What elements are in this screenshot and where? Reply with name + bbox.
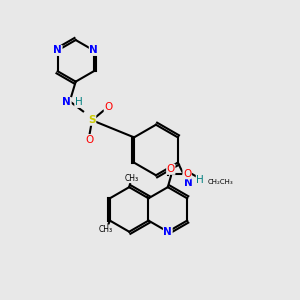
Text: S: S — [88, 115, 96, 125]
Text: N: N — [184, 178, 193, 188]
Text: N: N — [89, 45, 98, 56]
Text: CH₂CH₃: CH₂CH₃ — [208, 179, 234, 185]
Text: N: N — [53, 45, 62, 56]
Text: H: H — [196, 176, 204, 185]
Text: N: N — [164, 227, 172, 237]
Text: CH₃: CH₃ — [125, 174, 139, 183]
Text: O: O — [167, 164, 175, 174]
Text: O: O — [183, 169, 191, 179]
Text: H: H — [75, 98, 83, 107]
Text: O: O — [85, 135, 93, 145]
Text: CH₃: CH₃ — [98, 225, 112, 234]
Text: O: O — [104, 102, 112, 112]
Text: N: N — [62, 98, 71, 107]
